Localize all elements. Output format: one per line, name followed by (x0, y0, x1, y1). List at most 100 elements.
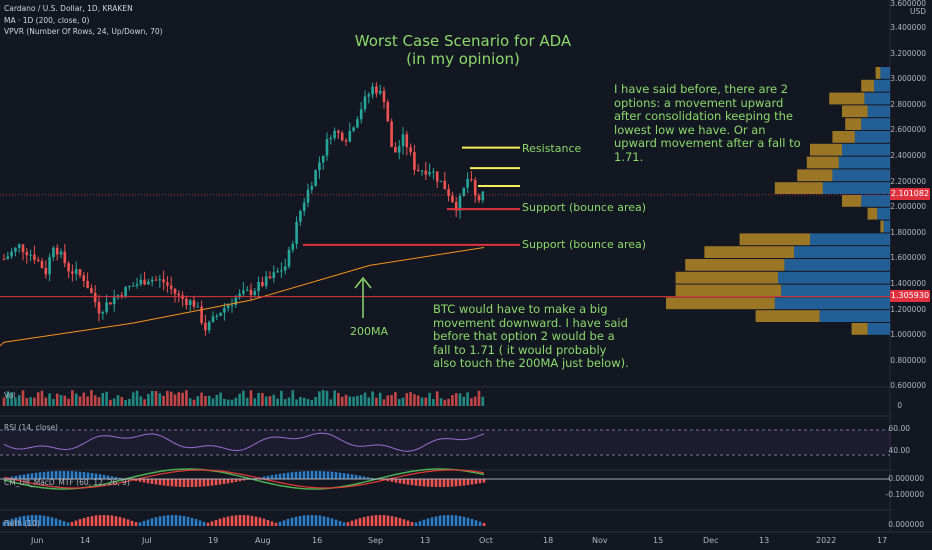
candle-body (93, 292, 97, 303)
candle-body (196, 306, 200, 308)
volume-bar (48, 393, 51, 406)
faith-bar (78, 519, 82, 526)
candle-body (139, 279, 143, 285)
candle-body (40, 260, 44, 269)
faith-bar (410, 522, 414, 526)
rsi-panel-label[interactable]: RSI (14, close) (4, 423, 59, 432)
volume-bar (473, 396, 477, 406)
macd-histogram-bar (190, 479, 194, 487)
volume-bar (116, 395, 120, 406)
faith-bar (354, 519, 358, 526)
price-axis-currency: USD (909, 7, 926, 16)
macd-histogram-bar (306, 471, 310, 479)
horizontal-levels (0, 146, 890, 298)
macd-histogram-bar (474, 479, 478, 484)
macd-histogram-bar (302, 471, 306, 479)
faith-bar (430, 517, 434, 526)
faith-bar (238, 515, 242, 526)
macd-histogram-bar (138, 479, 142, 482)
candle-body (78, 269, 82, 276)
time-axis-label: 15 (653, 536, 664, 545)
macd-histogram-bar (142, 479, 146, 483)
faith-bar (190, 517, 194, 526)
candle-body (71, 271, 74, 274)
faith-bar (206, 522, 210, 526)
volume-bar (420, 397, 424, 406)
volume-bar (40, 390, 44, 406)
candle-body (234, 297, 238, 305)
faith-bar (426, 518, 430, 526)
candle-body (200, 306, 203, 323)
candle-body (356, 119, 359, 128)
volume-bar (71, 390, 74, 406)
faith-bar (38, 515, 42, 526)
vpvr-indicator-label[interactable]: VPVR (Number Of Rows, 24, Up/Down, 70) (4, 27, 163, 36)
volume-bar (344, 394, 348, 406)
volume-bar (268, 396, 272, 406)
vp-row-up (819, 310, 890, 322)
macd-histogram-bar (186, 479, 190, 487)
vp-row-down (867, 207, 878, 220)
faith-bar (446, 515, 450, 526)
candle-body (390, 121, 393, 147)
vp-row-up (832, 169, 890, 182)
vp-row-down (675, 284, 782, 297)
macd-histogram-bar (178, 479, 182, 487)
faith-bar (298, 515, 302, 526)
volume-bar (352, 396, 355, 406)
time-axis-label: 18 (543, 536, 554, 545)
volume-bar (6, 391, 10, 406)
ma-indicator-label[interactable]: MA · 1D (200, close, 0) (4, 16, 90, 25)
candle-body (105, 302, 108, 313)
volume-bar (458, 393, 462, 406)
macd-histogram-bar (402, 479, 406, 485)
faith-bar (482, 522, 486, 526)
price-axis-label: 0.600000 (890, 381, 926, 391)
candle-body (416, 169, 420, 171)
macd-histogram-bar (70, 471, 74, 479)
volume-bar (55, 393, 59, 406)
volume-bar (185, 390, 188, 406)
price-axis-label: 2.200000 (890, 176, 926, 186)
vp-row-up (861, 118, 890, 130)
vol-panel-label[interactable]: Vol (4, 391, 16, 400)
faith-bar (442, 515, 446, 526)
macd-histogram-bar (42, 471, 46, 479)
volume-bar (447, 398, 450, 406)
volume-bar (340, 396, 344, 406)
macd-histogram-bar (318, 471, 322, 479)
volume-bar (318, 391, 321, 406)
volume-bar (397, 399, 401, 406)
candle-body (352, 127, 355, 131)
volume-profile (666, 67, 890, 335)
macd-histogram-bar (146, 479, 150, 484)
faith-bar (434, 516, 438, 526)
candle-body (295, 221, 298, 244)
macd-histogram-bar (18, 475, 22, 479)
faith-bar (330, 518, 334, 526)
macd-histogram-bar (114, 477, 118, 479)
faith-bar (2, 521, 6, 526)
faith-bar (466, 517, 470, 526)
vp-row-up (874, 79, 890, 92)
symbol-title[interactable]: Cardano / U.S. Dollar, 1D, KRAKEN (4, 4, 133, 13)
annotation-title-line2: (in my opinion) (406, 50, 520, 68)
volume-bar (120, 397, 124, 406)
macd-histogram-bar (386, 479, 390, 482)
volume-bar (439, 398, 443, 406)
faith-bar (270, 521, 274, 526)
faith-panel-label[interactable]: Faith (10) (4, 519, 40, 528)
candle-body (253, 291, 257, 296)
faith-bar (302, 515, 306, 526)
faith-bar (406, 520, 410, 526)
macd-histogram-bar (394, 479, 398, 483)
macd-histogram-bar (314, 471, 318, 479)
faith-bar (462, 516, 466, 526)
annotation-note-top: I have said before, there are 2 options:… (614, 82, 801, 164)
candle-body (375, 86, 378, 94)
macd-histogram-bar (46, 471, 50, 479)
candle-body (325, 139, 329, 156)
faith-bar (90, 516, 94, 526)
macd-panel-label[interactable]: CM_Ult_MacD_MTF (60, 12, 26, 9) (4, 478, 130, 487)
